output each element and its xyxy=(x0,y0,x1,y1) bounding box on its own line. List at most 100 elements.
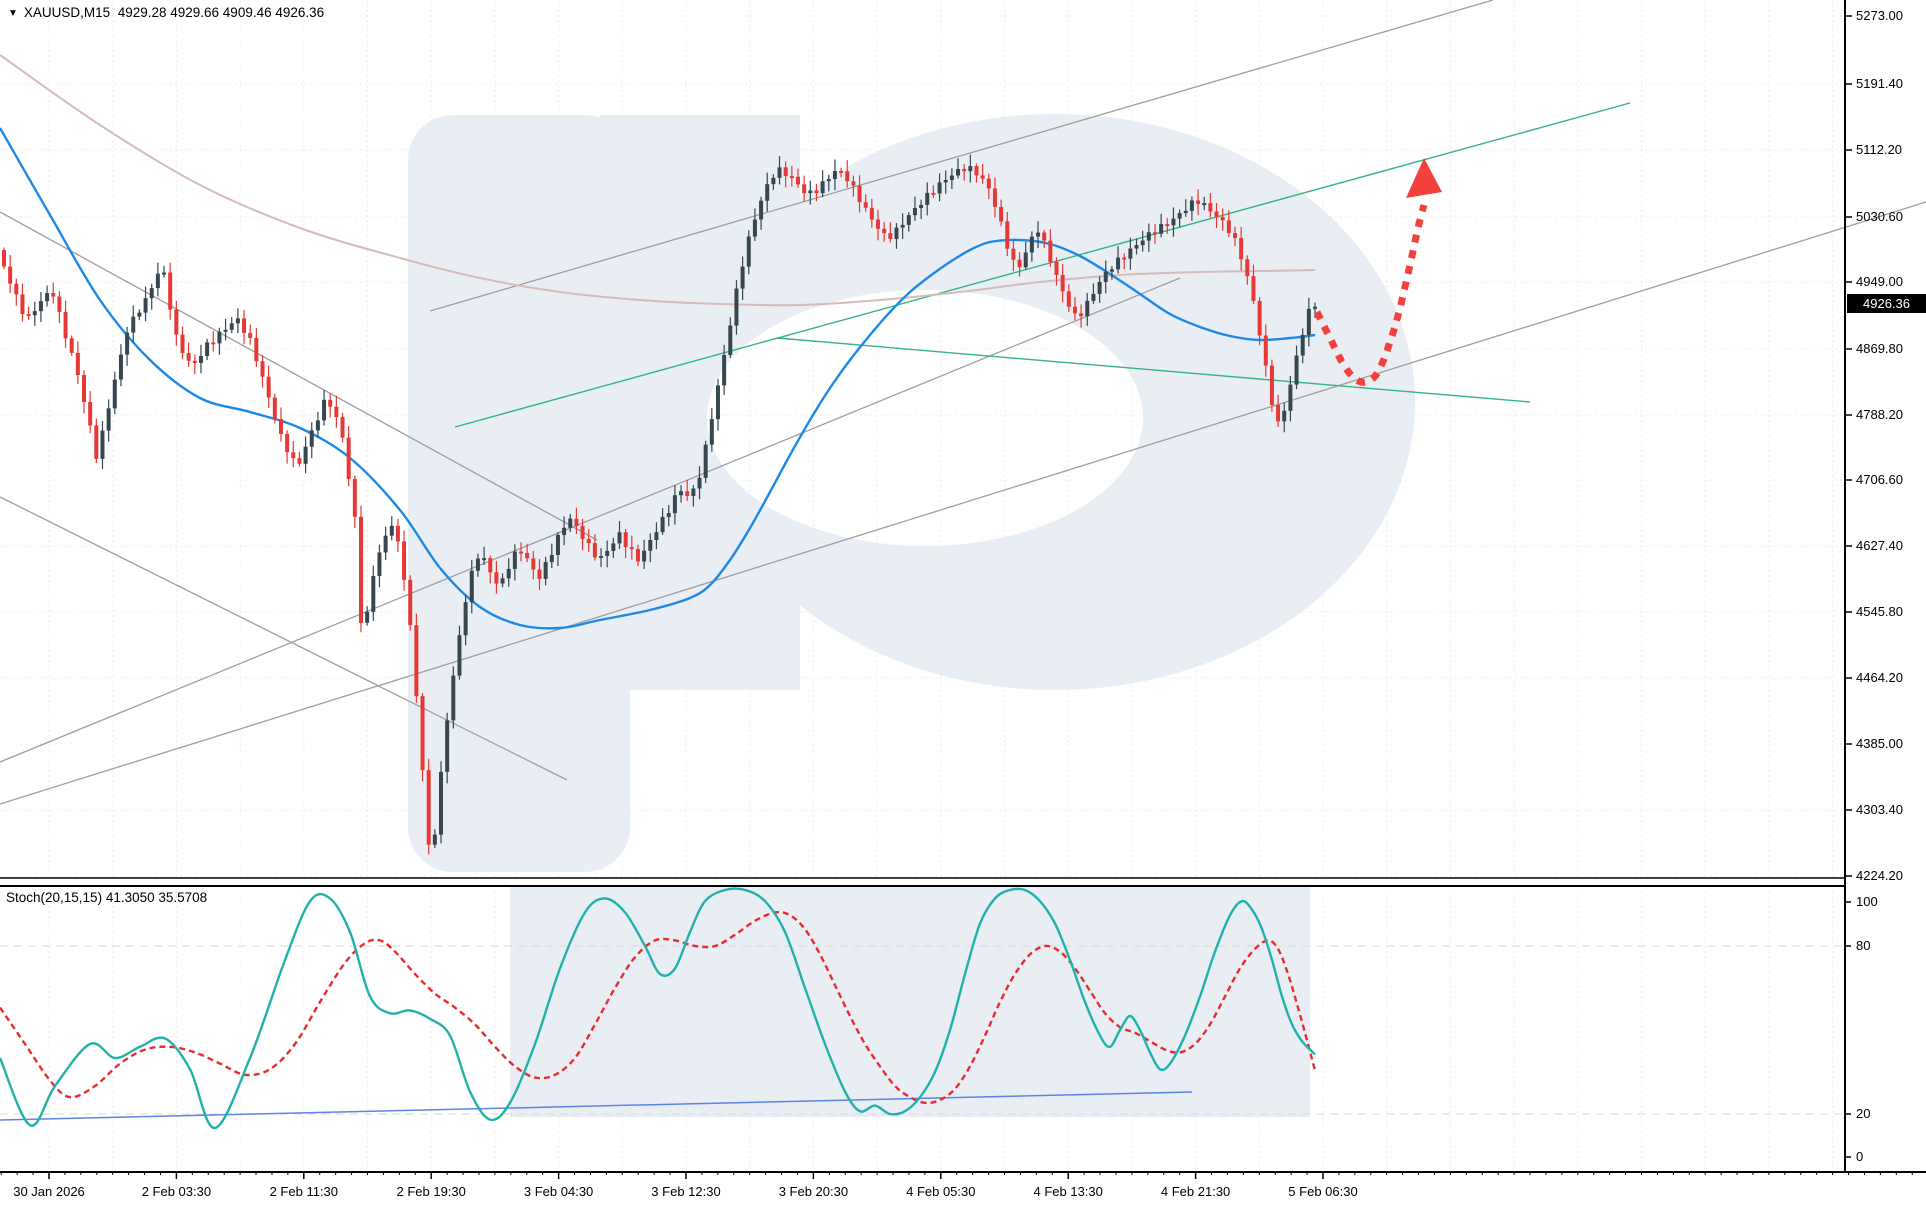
candle-body xyxy=(63,311,68,339)
candle-body xyxy=(51,293,56,297)
candle-body xyxy=(802,184,807,194)
price-axis-label: 5112.20 xyxy=(1856,142,1903,157)
candle-body xyxy=(420,696,425,771)
candle-body xyxy=(1072,306,1077,314)
candle-body xyxy=(894,227,899,239)
candle-body xyxy=(968,166,973,172)
candle-body xyxy=(882,228,887,234)
candle-body xyxy=(1103,271,1108,282)
candle-body xyxy=(956,169,961,176)
slow-ma-line xyxy=(0,54,1316,307)
time-axis-label: 3 Feb 12:30 xyxy=(651,1184,721,1199)
candle-body xyxy=(69,338,74,353)
gray-trendline xyxy=(0,211,598,541)
candle-body xyxy=(937,182,942,194)
candle-body xyxy=(75,352,80,376)
candle-body xyxy=(617,532,622,544)
candle-body xyxy=(1269,365,1274,405)
price-axis-label: 4385.00 xyxy=(1856,736,1903,751)
candle-body xyxy=(229,323,234,330)
gray-trendline xyxy=(0,277,1181,763)
candle-body xyxy=(358,516,363,623)
symbol-dropdown-icon[interactable]: ▼ xyxy=(8,8,18,19)
candle-body xyxy=(869,207,874,220)
candle-body xyxy=(1140,240,1145,246)
candle-body xyxy=(506,568,511,579)
candle-body xyxy=(309,430,314,447)
candle-body xyxy=(586,538,591,544)
candle-body xyxy=(1183,210,1188,214)
candle-body xyxy=(1054,261,1059,275)
candle-body xyxy=(1146,232,1151,241)
candle-body xyxy=(1048,240,1053,262)
candle-body xyxy=(629,547,634,550)
candle-body xyxy=(488,558,493,573)
candle-body xyxy=(248,332,253,338)
candle-body xyxy=(14,283,19,295)
candle-body xyxy=(1017,259,1022,268)
watermark-stoch-block xyxy=(510,887,1310,1117)
candle-body xyxy=(1214,211,1219,217)
candle-body xyxy=(198,356,203,364)
time-axis-label: 3 Feb 04:30 xyxy=(523,1184,594,1199)
candle-body xyxy=(580,525,585,539)
candle-body xyxy=(765,184,770,201)
candle-body xyxy=(992,188,997,207)
candle-body xyxy=(1233,233,1237,238)
candle-body xyxy=(611,543,616,551)
candle-body xyxy=(685,491,690,496)
candle-body xyxy=(445,720,450,772)
forecast-arrow-path xyxy=(1313,204,1428,386)
candle-body xyxy=(328,399,333,407)
candle-body xyxy=(949,175,954,180)
candle-body xyxy=(426,770,431,845)
candle-body xyxy=(352,478,357,517)
candle-body xyxy=(709,419,714,445)
candle-body xyxy=(168,272,173,310)
candle-body xyxy=(451,675,456,721)
candle-body xyxy=(297,458,302,464)
candle-body xyxy=(1189,200,1194,211)
candle-body xyxy=(266,376,271,398)
candle-body xyxy=(1171,218,1176,226)
candle-body xyxy=(100,430,105,459)
candle-body xyxy=(180,334,185,353)
stoch-main-line xyxy=(0,887,1316,1130)
candle-body xyxy=(826,179,831,182)
candle-body xyxy=(2,250,6,267)
candle-body xyxy=(900,224,905,228)
candle-body xyxy=(1276,404,1281,422)
candle-body xyxy=(1263,335,1268,366)
candle-body xyxy=(1177,213,1182,219)
candlesticks xyxy=(2,154,1318,855)
candle-body xyxy=(820,181,825,194)
price-axis-label: 4224.20 xyxy=(1856,868,1903,883)
candle-body xyxy=(371,575,376,612)
candle-body xyxy=(162,272,167,275)
candle-body xyxy=(291,452,296,459)
candle-body xyxy=(808,190,813,194)
candle-body xyxy=(125,332,130,355)
time-axis-label: 4 Feb 21:30 xyxy=(1160,1184,1231,1199)
time-axis-label: 2 Feb 11:30 xyxy=(269,1184,339,1199)
candle-body xyxy=(519,551,524,554)
time-axis-label: 2 Feb 19:30 xyxy=(396,1184,466,1199)
candle-body xyxy=(722,354,727,386)
candle-body xyxy=(106,408,111,431)
candle-body xyxy=(919,204,924,208)
candle-body xyxy=(322,399,327,421)
gray-trendline xyxy=(429,0,1494,312)
candle-body xyxy=(839,170,844,173)
candle-body xyxy=(1288,384,1293,411)
candle-body xyxy=(1245,259,1250,277)
candle-body xyxy=(703,444,708,478)
candle-body xyxy=(771,177,776,185)
gridlines xyxy=(0,0,1845,1172)
candle-body xyxy=(555,534,560,555)
candle-body xyxy=(377,552,382,576)
candle-body xyxy=(285,433,290,453)
candle-body xyxy=(697,477,702,489)
candle-body xyxy=(1306,308,1311,335)
candle-body xyxy=(1165,224,1170,227)
